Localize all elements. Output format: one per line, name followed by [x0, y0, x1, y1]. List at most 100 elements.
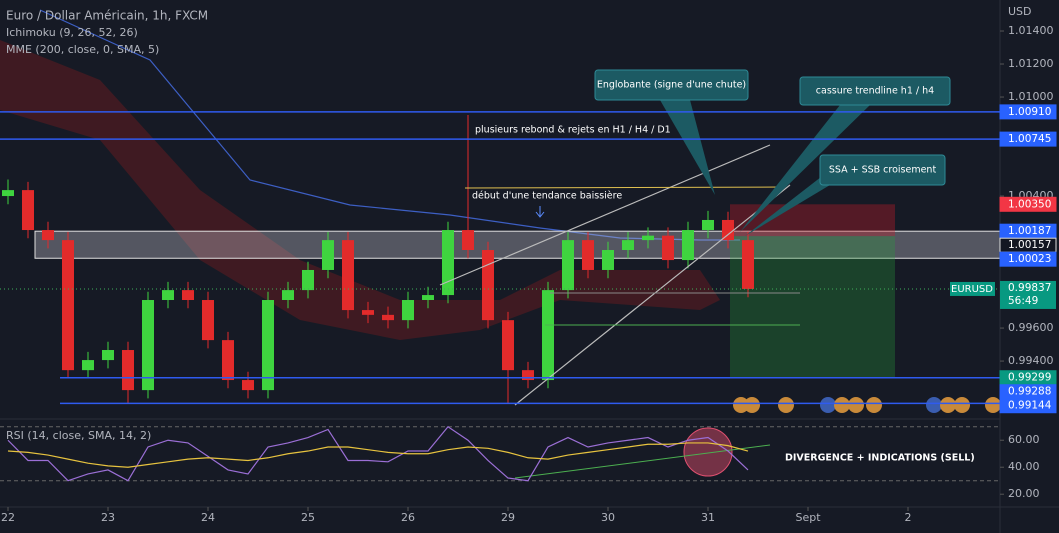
- candle-body: [682, 230, 694, 261]
- callout-text: Englobante (signe d'une chute): [597, 80, 746, 91]
- candle-body: [242, 380, 254, 391]
- callout-text: cassure trendline h1 / h4: [816, 86, 934, 97]
- x-tick-label: 25: [301, 511, 315, 524]
- x-tick-label: 2: [905, 511, 912, 524]
- callout-box: [819, 154, 946, 186]
- callout-text: SSA + SSB croisement: [829, 165, 937, 176]
- event-icons: [733, 397, 1001, 413]
- callout-box: [594, 69, 749, 101]
- y-tick-label: 0.99400: [1008, 354, 1054, 367]
- y-tick-label: 20.00: [1008, 487, 1040, 500]
- price-tag-label: 1.00157: [1008, 239, 1051, 251]
- price-tag-label: 1.00745: [1008, 133, 1051, 145]
- callout-tail: [740, 105, 870, 232]
- candle-body: [542, 290, 554, 381]
- candle-body: [742, 240, 754, 289]
- trendline: [514, 184, 791, 406]
- annotation: plusieurs rebond & rejets en H1 / H4 / D…: [475, 125, 671, 136]
- candle-body: [362, 310, 374, 315]
- candle-body: [42, 230, 54, 241]
- candle-body: [142, 300, 154, 391]
- divergence-highlight: [683, 427, 733, 477]
- y-tick-label: 1.01200: [1008, 57, 1054, 70]
- target-zone: [730, 236, 895, 378]
- candle-body: [462, 230, 474, 251]
- candle-body: [342, 240, 354, 311]
- last-price-tag: [1000, 280, 1056, 309]
- candle-body: [622, 240, 634, 251]
- candle-body: [22, 190, 34, 231]
- candle-body: [82, 360, 94, 371]
- y-tick-label: 1.01400: [1008, 24, 1054, 37]
- candle-body: [642, 235, 654, 241]
- price-tag-label: 1.00350: [1008, 198, 1051, 210]
- x-tick-label: 22: [1, 511, 15, 524]
- candle-body: [662, 235, 674, 261]
- price-tag-label: 0.99299: [1008, 372, 1051, 384]
- candle-body: [602, 250, 614, 270]
- price-tag: [999, 251, 1057, 267]
- price-tag-label: 1.00023: [1008, 253, 1051, 265]
- price-tag: [999, 104, 1057, 120]
- candle-body: [182, 290, 194, 301]
- candle-body: [102, 350, 114, 361]
- y-tick-label: 1.01000: [1008, 90, 1054, 103]
- support-zone: [34, 230, 1001, 259]
- trendline: [464, 186, 786, 189]
- x-tick-label: 29: [501, 511, 515, 524]
- price-tag-label: 0.99288: [1008, 386, 1051, 398]
- candle-body: [482, 250, 494, 321]
- candle-body: [522, 370, 534, 381]
- symbol-tag: [950, 281, 995, 296]
- stop-zone: [730, 204, 895, 237]
- candle-body: [322, 240, 334, 270]
- indicator-label: RSI (14, close, SMA, 14, 2): [6, 429, 151, 442]
- price-tag-label: 0.99144: [1008, 400, 1052, 412]
- candle-body: [582, 240, 594, 270]
- candle-body: [702, 219, 714, 231]
- countdown-label: 56:49: [1008, 295, 1038, 307]
- candle-body: [62, 240, 74, 371]
- x-tick-label: Sept: [795, 511, 821, 524]
- last-price-label: 0.99837: [1008, 282, 1051, 294]
- candle-body: [442, 230, 454, 296]
- callout-tail: [745, 170, 830, 236]
- axis-label: USD: [1008, 5, 1032, 18]
- annotation: DIVERGENCE + INDICATIONS (SELL): [785, 453, 975, 464]
- chart-title: Euro / Dollar Américain, 1h, FXCM: [6, 9, 208, 23]
- price-tag: [999, 131, 1057, 147]
- ichimoku-cloud: [0, 40, 720, 340]
- rsi-line: [7, 425, 749, 482]
- candle-body: [222, 340, 234, 381]
- candle-body: [502, 320, 514, 371]
- callout-tail: [660, 100, 715, 195]
- candle-body: [202, 300, 214, 341]
- arrow: [535, 206, 545, 218]
- rsi-line: [7, 442, 749, 468]
- price-tag: [999, 196, 1057, 212]
- y-tick-label: 40.00: [1008, 460, 1040, 473]
- candle-body: [122, 350, 134, 391]
- trendline: [439, 144, 771, 286]
- callout-box: [799, 76, 951, 106]
- indicator-label: Ichimoku (9, 26, 52, 26): [6, 26, 138, 39]
- price-tag: [999, 398, 1057, 414]
- x-tick-label: 30: [601, 511, 615, 524]
- candle-body: [2, 190, 14, 197]
- symbol-label: EURUSD: [951, 284, 993, 295]
- x-tick-label: 23: [101, 511, 115, 524]
- candle-body: [162, 290, 174, 301]
- x-tick-label: 26: [401, 511, 415, 524]
- candle-body: [282, 290, 294, 301]
- candle-body: [302, 269, 314, 291]
- candle-body: [562, 240, 574, 291]
- indicator-label: MME (200, close, 0, SMA, 5): [6, 43, 159, 56]
- candle-body: [422, 295, 434, 301]
- x-tick-label: 24: [201, 511, 215, 524]
- annotation: début d'une tendance baissière: [472, 191, 622, 202]
- y-tick-label: 0.99600: [1008, 321, 1054, 334]
- candle-body: [262, 300, 274, 391]
- price-tag-label: 1.00910: [1008, 106, 1051, 118]
